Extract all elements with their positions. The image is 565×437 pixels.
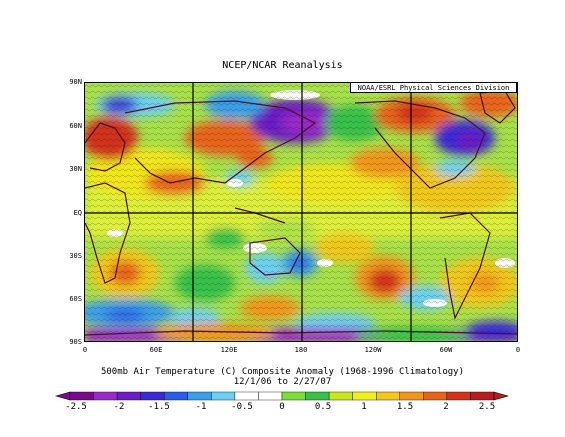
colorbar-label: 2.5: [478, 402, 496, 412]
colorbar-cell: [211, 391, 236, 401]
colorbar-cell: [187, 391, 212, 401]
colorbar-arrow-low: [54, 391, 71, 401]
colorbar-label: -1: [195, 402, 207, 412]
colorbar-cell: [258, 391, 283, 401]
lon-label: 0: [82, 346, 88, 354]
lon-label: 120E: [220, 346, 238, 354]
colorbar-label: -2.5: [65, 402, 87, 412]
caption-variable: 500mb Air Temperature (C) Composite Anom…: [100, 367, 465, 377]
colorbar-label: 0: [279, 402, 285, 412]
colorbar-cell: [93, 391, 118, 401]
lat-label: 90N: [69, 78, 82, 86]
lon-label: 60E: [149, 346, 163, 354]
map-title: NCEP/NCAR Reanalysis: [222, 60, 343, 71]
lat-label: 60N: [69, 122, 82, 130]
coastlines: [85, 90, 517, 336]
colorbar-label: 2: [443, 402, 449, 412]
contour-lines: [85, 83, 517, 341]
colorbar-label: -0.5: [231, 402, 253, 412]
grid-lines: [85, 83, 517, 341]
colorbar-cell: [69, 391, 94, 401]
colorbar-cell: [328, 391, 353, 401]
colorbar-cell: [305, 391, 330, 401]
anomaly-map: [84, 82, 518, 342]
colorbar-label: 1: [361, 402, 367, 412]
colorbar-cell: [376, 391, 400, 401]
colorbar-cell: [352, 391, 377, 401]
lon-label: 60W: [439, 346, 453, 354]
lat-label: 90S: [69, 338, 82, 346]
colorbar-cell: [164, 391, 188, 401]
colorbar-cell: [446, 391, 471, 401]
colorbar-label: -1.5: [148, 402, 170, 412]
lat-label: 60S: [69, 295, 82, 303]
lat-label: EQ: [73, 209, 82, 217]
colorbar-cell: [399, 391, 424, 401]
colorbar-label: -2: [113, 402, 125, 412]
colorbar: [54, 391, 510, 401]
colorbar-label: 1.5: [396, 402, 414, 412]
colorbar-label: 0.5: [314, 402, 332, 412]
colorbar-cell: [281, 391, 306, 401]
lon-label: 120W: [364, 346, 382, 354]
colorbar-arrow-high: [493, 391, 510, 401]
lon-label: 0: [515, 346, 521, 354]
lon-label: 180: [294, 346, 308, 354]
lat-label: 30S: [69, 252, 82, 260]
colorbar-cell: [470, 391, 495, 401]
lat-label: 30N: [69, 165, 82, 173]
credit-box: NOAA/ESRL Physical Sciences Division: [350, 82, 517, 93]
colorbar-cell: [423, 391, 448, 401]
colorbar-cell: [116, 391, 141, 401]
caption-dates: 12/1/06 to 2/27/07: [233, 377, 332, 387]
anomaly-map-canvas: [85, 83, 517, 341]
colorbar-cell: [234, 391, 259, 401]
colorbar-cell: [140, 391, 165, 401]
